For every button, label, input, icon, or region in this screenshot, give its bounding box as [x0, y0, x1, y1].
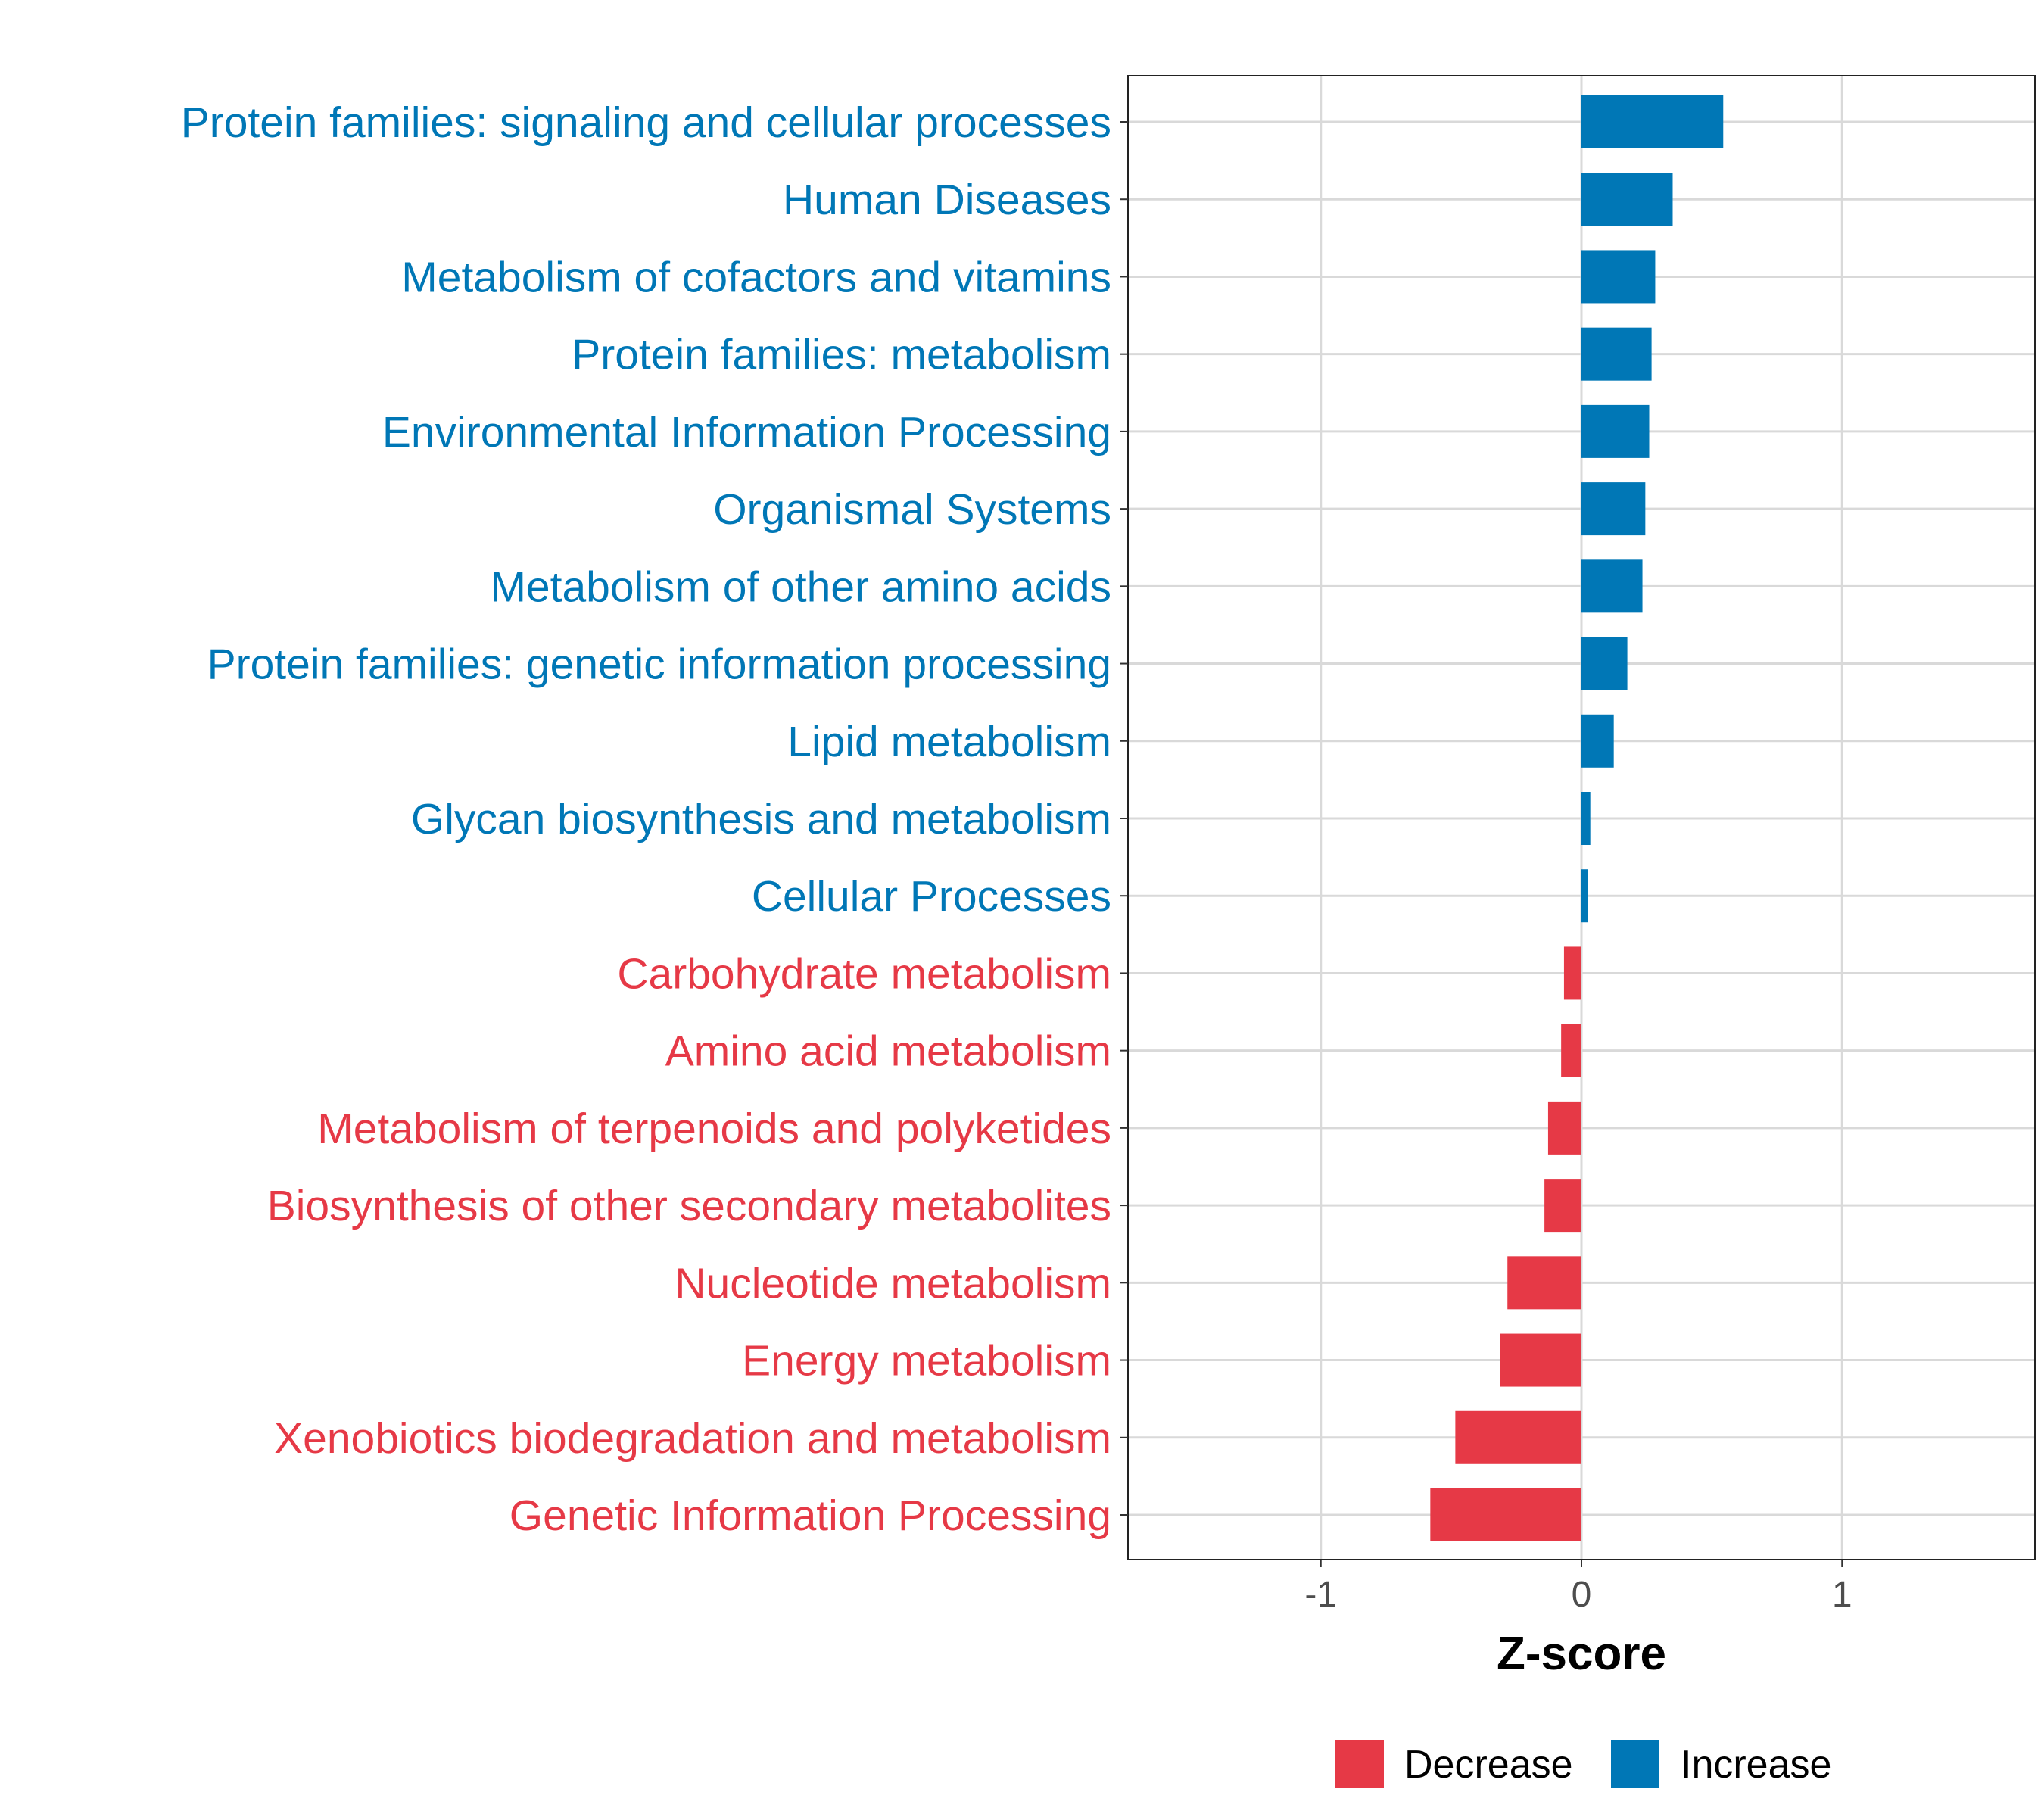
bar	[1581, 404, 1650, 458]
legend-key-increase	[1611, 1740, 1659, 1788]
category-label: Xenobiotics biodegradation and metabolis…	[274, 1414, 1111, 1463]
bars	[1430, 95, 1724, 1541]
bar	[1561, 1024, 1581, 1077]
category-label: Protein families: signaling and cellular…	[181, 98, 1111, 147]
legend-key-decrease	[1335, 1740, 1384, 1788]
bar	[1581, 327, 1652, 381]
category-label: Protein families: genetic information pr…	[207, 640, 1111, 689]
category-label: Organismal Systems	[713, 485, 1111, 534]
category-labels: Protein families: signaling and cellular…	[181, 98, 1128, 1540]
category-label: Carbohydrate metabolism	[617, 949, 1111, 998]
category-label: Protein families: metabolism	[572, 331, 1111, 379]
x-tick-label: 1	[1832, 1575, 1852, 1615]
legend-label: Decrease	[1404, 1743, 1573, 1787]
bar	[1581, 173, 1673, 226]
bar	[1581, 792, 1591, 845]
category-label: Nucleotide metabolism	[675, 1259, 1111, 1307]
category-label: Biosynthesis of other secondary metaboli…	[267, 1182, 1111, 1230]
x-tick-label: 0	[1572, 1575, 1592, 1615]
category-label: Metabolism of cofactors and vitamins	[401, 253, 1111, 301]
category-label: Metabolism of other amino acids	[490, 563, 1111, 611]
category-label: Lipid metabolism	[787, 718, 1111, 766]
bar	[1455, 1410, 1581, 1464]
category-label: Amino acid metabolism	[665, 1027, 1111, 1076]
category-label: Human Diseases	[783, 176, 1111, 224]
category-label: Cellular Processes	[752, 872, 1111, 921]
x-axis-ticks: -1 0 1	[1304, 1560, 1852, 1615]
bar	[1430, 1488, 1581, 1541]
bar	[1581, 482, 1646, 536]
bar	[1581, 637, 1628, 690]
bar	[1581, 95, 1724, 148]
bar	[1581, 714, 1614, 768]
bar	[1581, 250, 1656, 304]
x-axis-title: Z-score	[1497, 1628, 1666, 1680]
bar	[1507, 1256, 1581, 1310]
x-tick-label: -1	[1304, 1575, 1337, 1615]
bar	[1563, 946, 1581, 1000]
legend-label: Increase	[1681, 1743, 1831, 1787]
category-label: Metabolism of terpenoids and polyketides	[317, 1105, 1111, 1153]
bar	[1581, 559, 1643, 613]
bar	[1500, 1333, 1581, 1387]
legend: Decrease Increase	[1335, 1740, 1831, 1788]
bar	[1581, 869, 1588, 923]
category-label: Genetic Information Processing	[509, 1491, 1111, 1540]
category-label: Glycan biosynthesis and metabolism	[411, 795, 1111, 843]
bar	[1547, 1101, 1581, 1155]
bar	[1544, 1179, 1581, 1233]
category-label: Energy metabolism	[742, 1337, 1111, 1385]
category-label: Environmental Information Processing	[382, 408, 1111, 457]
